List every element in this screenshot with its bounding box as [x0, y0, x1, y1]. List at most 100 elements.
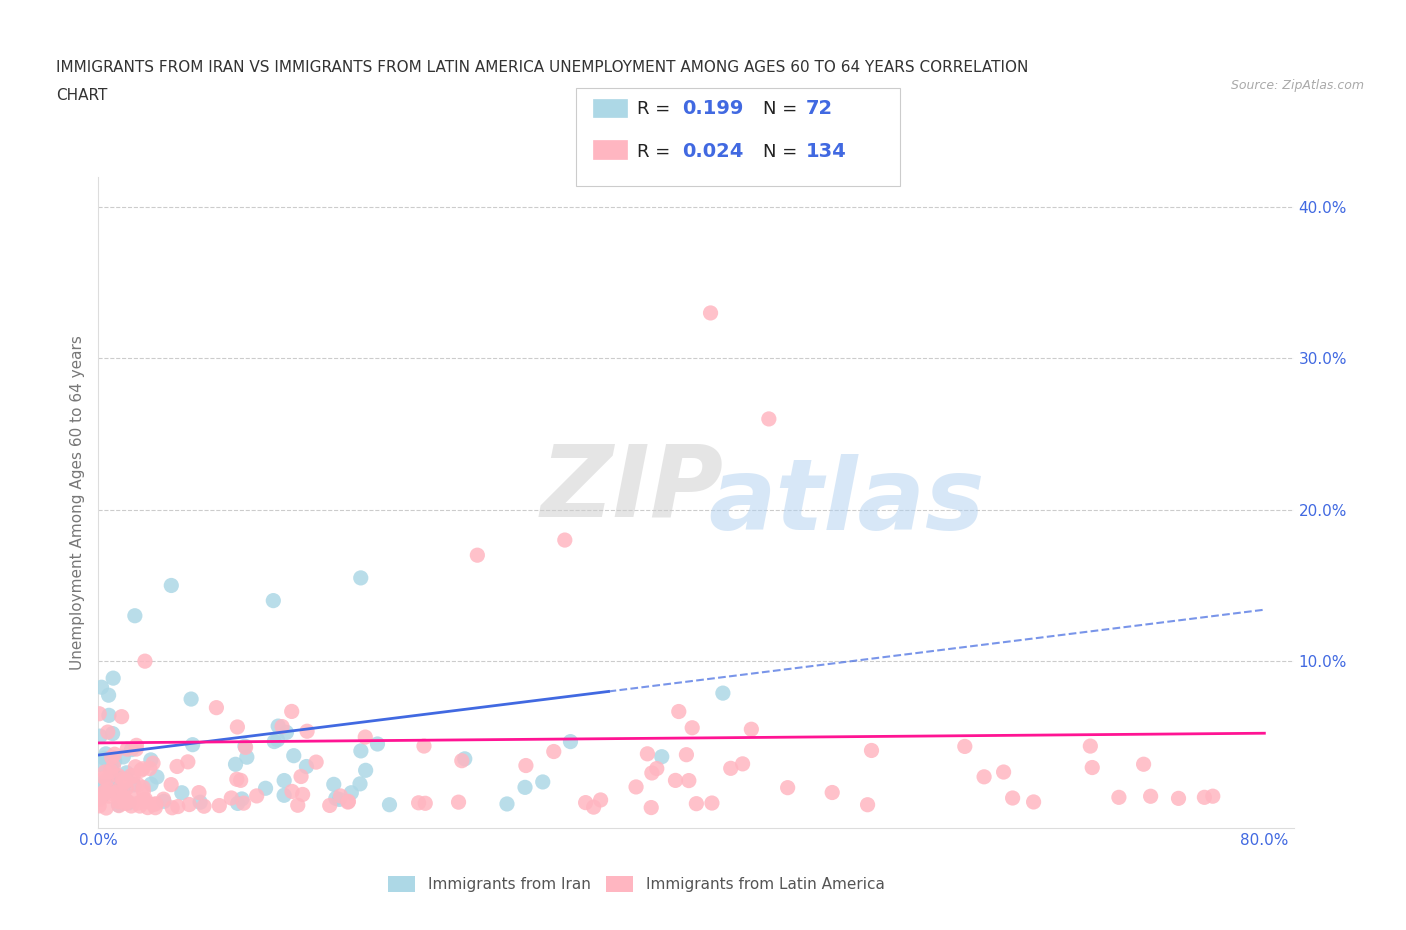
Point — [107, 794, 129, 809]
Point — [128, 799, 150, 814]
Point — [122, 777, 145, 792]
Point — [127, 777, 149, 792]
Text: 0.024: 0.024 — [682, 142, 744, 161]
Point — [132, 762, 155, 777]
Point — [100, 783, 122, 798]
Point — [225, 772, 247, 787]
Point — [447, 795, 470, 810]
Point — [263, 734, 285, 749]
Point — [114, 796, 136, 811]
Point — [127, 795, 149, 810]
Point — [101, 671, 124, 685]
Point — [454, 751, 477, 766]
Point — [97, 774, 120, 789]
Point — [166, 799, 188, 814]
Point — [280, 704, 302, 719]
Point — [641, 765, 664, 780]
Point — [640, 800, 662, 815]
Point — [89, 799, 111, 814]
Text: Source: ZipAtlas.com: Source: ZipAtlas.com — [1230, 79, 1364, 92]
Point — [187, 785, 209, 800]
Point — [112, 750, 135, 764]
Text: CHART: CHART — [56, 88, 108, 103]
Point — [776, 780, 799, 795]
Point — [513, 780, 536, 795]
Point — [124, 759, 146, 774]
Point — [103, 759, 125, 774]
Point — [354, 730, 377, 745]
Point — [160, 578, 183, 593]
Point — [821, 785, 844, 800]
Point — [700, 795, 723, 810]
Point — [305, 754, 328, 769]
Point — [179, 797, 201, 812]
Point — [1001, 790, 1024, 805]
Point — [340, 785, 363, 800]
Point — [336, 794, 359, 809]
Point — [125, 737, 148, 752]
Point — [973, 769, 995, 784]
Point — [112, 775, 135, 790]
Text: ZIP: ZIP — [540, 441, 724, 538]
Point — [181, 737, 204, 752]
Point — [100, 760, 122, 775]
Point — [266, 733, 288, 748]
Text: N =: N = — [763, 100, 803, 118]
Point — [132, 784, 155, 799]
Point — [378, 797, 401, 812]
Point — [349, 777, 371, 791]
Point — [166, 759, 188, 774]
Point — [124, 608, 146, 623]
Point — [636, 747, 658, 762]
Text: 134: 134 — [806, 142, 846, 161]
Point — [108, 798, 131, 813]
Point — [97, 688, 120, 703]
Point — [226, 796, 249, 811]
Point — [350, 570, 373, 585]
Y-axis label: Unemployment Among Ages 60 to 64 years: Unemployment Among Ages 60 to 64 years — [69, 335, 84, 670]
Point — [120, 768, 142, 783]
Point — [758, 411, 780, 426]
Point — [319, 798, 342, 813]
Point — [1108, 790, 1130, 804]
Point — [111, 772, 134, 787]
Point — [101, 764, 124, 778]
Text: N =: N = — [763, 142, 803, 161]
Point — [413, 738, 436, 753]
Point — [139, 761, 162, 776]
Point — [281, 784, 304, 799]
Point — [366, 737, 388, 751]
Text: R =: R = — [637, 100, 676, 118]
Point — [624, 779, 647, 794]
Point — [107, 798, 129, 813]
Point — [135, 794, 157, 809]
Point — [87, 777, 110, 792]
Point — [117, 794, 139, 809]
Point — [135, 792, 157, 807]
Point — [681, 721, 703, 736]
Point — [254, 781, 277, 796]
Point — [267, 719, 290, 734]
Point — [283, 749, 305, 764]
Point — [205, 700, 228, 715]
Point — [1194, 790, 1216, 804]
Point — [226, 720, 249, 735]
Point — [93, 751, 115, 765]
Point — [322, 777, 344, 791]
Point — [111, 784, 134, 799]
Point — [554, 533, 576, 548]
Point — [221, 790, 243, 805]
Point — [94, 780, 117, 795]
Point — [685, 796, 707, 811]
Point — [262, 593, 284, 608]
Point — [89, 757, 111, 772]
Point — [188, 795, 211, 810]
Point — [103, 747, 125, 762]
Point — [93, 786, 115, 801]
Point — [993, 764, 1015, 779]
Point — [235, 740, 257, 755]
Legend: Immigrants from Iran, Immigrants from Latin America: Immigrants from Iran, Immigrants from La… — [382, 870, 890, 898]
Point — [142, 797, 165, 812]
Point — [276, 724, 298, 739]
Point — [89, 792, 111, 807]
